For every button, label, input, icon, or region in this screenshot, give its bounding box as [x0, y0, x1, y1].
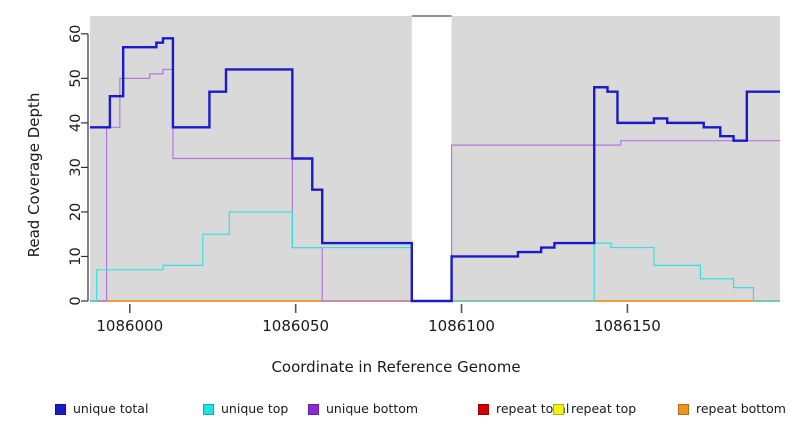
y-axis-tick-label: 50 [68, 69, 84, 87]
x-axis-title: Coordinate in Reference Genome [271, 358, 521, 376]
chart-legend: unique total unique top unique bottom repea… [0, 398, 792, 420]
legend-label: repeat total [496, 401, 570, 416]
legend-item-repeat-total[interactable]: repeat total [478, 398, 569, 420]
y-axis-tick-label: 40 [68, 114, 84, 132]
x-axis-tick-label: 1086150 [594, 317, 661, 335]
legend-label: repeat bottom [696, 401, 786, 416]
series-line-unique-total [90, 37, 780, 303]
y-axis-tick-label: 10 [68, 247, 84, 265]
x-axis-tick-label: 1086050 [262, 317, 329, 335]
y-axis-tick-label: 60 [68, 25, 84, 43]
legend-item-unique-top[interactable]: unique top [203, 398, 288, 420]
legend-swatch-unique-total [55, 403, 66, 415]
legend-label: repeat top [571, 401, 637, 416]
legend-item-unique-bottom[interactable]: unique bottom [308, 398, 418, 420]
legend-label: unique total [73, 401, 149, 416]
y-axis-tick-label: 0 [68, 296, 84, 305]
zero-coverage-gap [411, 16, 452, 301]
y-axis-tick-label: 30 [68, 158, 84, 176]
legend-swatch-repeat-top [553, 403, 564, 415]
legend-label: unique top [221, 401, 289, 416]
legend-swatch-repeat-bottom [678, 403, 689, 415]
legend-swatch-unique-top [203, 403, 214, 415]
legend-swatch-repeat-total [478, 403, 489, 415]
x-axis-tick-label: 1086000 [96, 317, 163, 335]
legend-label: unique bottom [326, 401, 419, 416]
x-axis-tick-label: 1086100 [428, 317, 495, 335]
legend-swatch-unique-bottom [308, 403, 319, 415]
series-line-unique-bottom [90, 68, 780, 302]
legend-item-repeat-bottom[interactable]: repeat bottom [678, 398, 786, 420]
axes-group: 0 10 20 30 40 50 60 1086000 1086050 1086100 108615… [68, 25, 661, 335]
legend-item-unique-total[interactable]: unique total [55, 398, 148, 420]
legend-item-repeat-top[interactable]: repeat top [553, 398, 636, 420]
y-axis-tick-label: 20 [68, 203, 84, 221]
